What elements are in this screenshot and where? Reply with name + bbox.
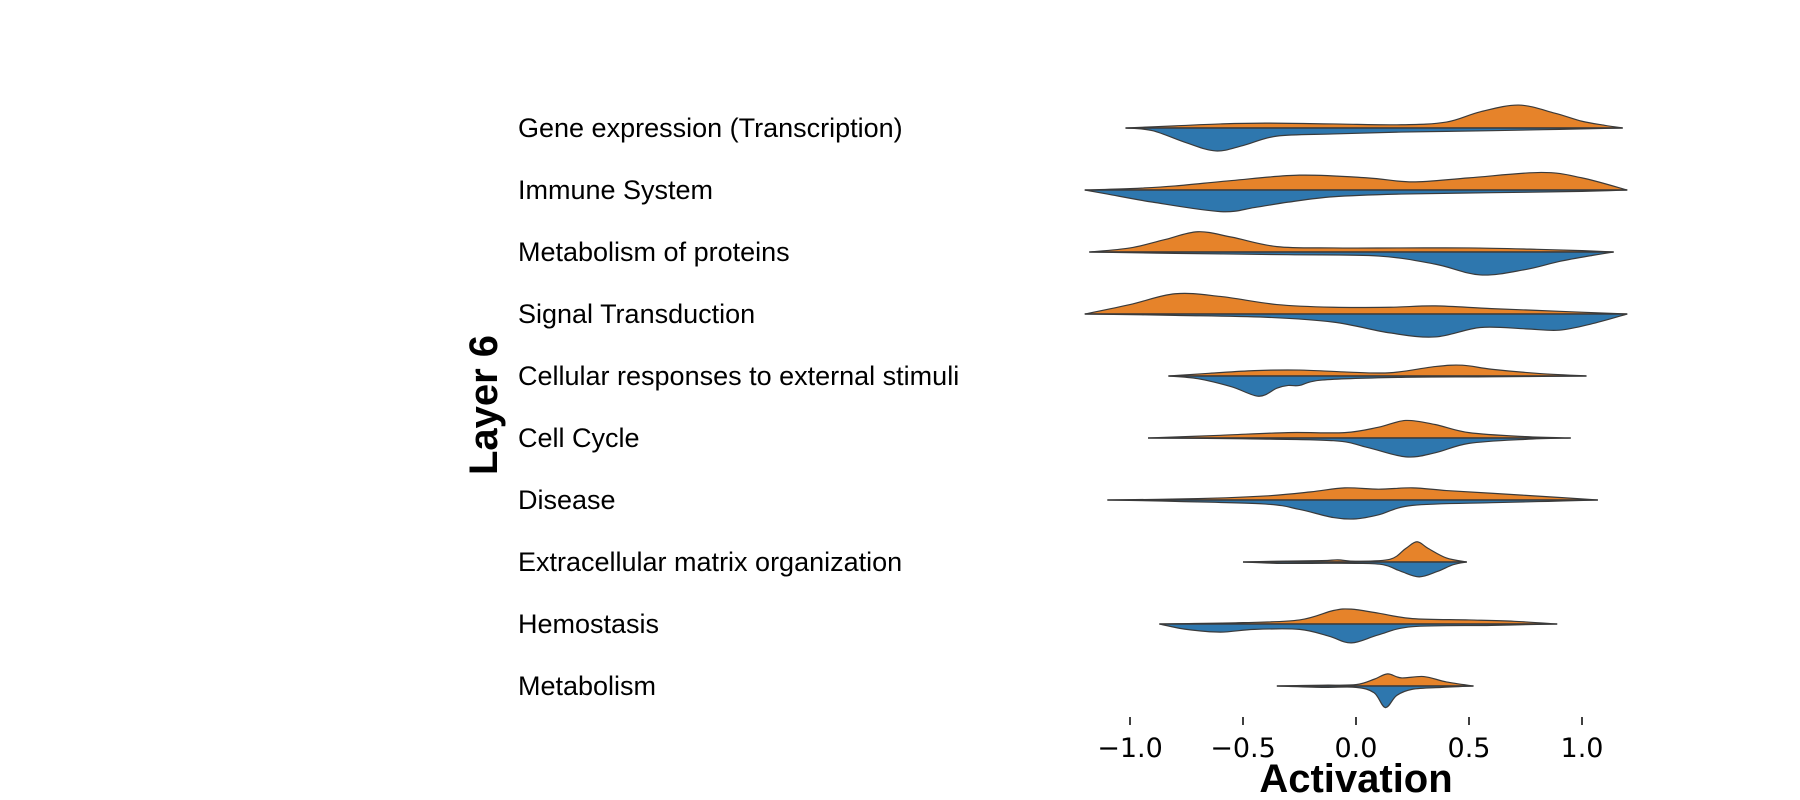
violin-upper-half — [1159, 608, 1558, 625]
category-labels: Gene expression (Transcription) Immune Sy… — [518, 113, 959, 701]
violin-upper-half — [1168, 364, 1587, 377]
y-axis-title: Layer 6 — [462, 335, 506, 475]
violin-lower-half — [1168, 375, 1587, 397]
violin-upper-half — [1276, 673, 1474, 687]
violin-upper-half — [1107, 487, 1598, 501]
violin-gene-expression-transcription — [1125, 104, 1623, 152]
violin-lower-half — [1107, 499, 1598, 520]
violins-layer — [1084, 104, 1628, 709]
violin-lower-half — [1125, 127, 1623, 152]
x-tick-label: 0.0 — [1335, 733, 1378, 764]
violin-lower-half — [1084, 313, 1628, 338]
violin-upper-half — [1084, 292, 1628, 315]
category-label-immune-system: Immune System — [518, 175, 713, 205]
category-label-gene-expression-transcription: Gene expression (Transcription) — [518, 113, 903, 143]
violin-immune-system — [1084, 171, 1628, 213]
violin-lower-half — [1159, 623, 1558, 644]
x-tick-label: −1.0 — [1097, 733, 1163, 764]
category-label-hemostasis: Hemostasis — [518, 609, 659, 639]
category-label-disease: Disease — [518, 485, 616, 515]
violin-metabolism — [1276, 673, 1474, 709]
violin-hemostasis — [1159, 608, 1558, 644]
category-label-cellular-responses-to-external-stimuli: Cellular responses to external stimuli — [518, 361, 959, 391]
violin-upper-half — [1089, 231, 1614, 253]
violin-cellular-responses-to-external-stimuli — [1168, 364, 1587, 397]
violin-upper-half — [1125, 104, 1623, 129]
violin-upper-half — [1148, 419, 1571, 439]
violin-disease — [1107, 487, 1598, 520]
category-label-cell-cycle: Cell Cycle — [518, 423, 640, 453]
violin-signal-transduction — [1084, 292, 1628, 338]
x-tick-label: 0.5 — [1448, 733, 1491, 764]
violin-lower-half — [1089, 251, 1614, 276]
violin-upper-half — [1242, 541, 1467, 563]
category-label-signal-transduction: Signal Transduction — [518, 299, 755, 329]
x-axis-title: Activation — [1259, 757, 1452, 800]
category-label-metabolism: Metabolism — [518, 671, 656, 701]
x-axis: −1.0 −0.5 0.0 0.5 1.0 — [1097, 717, 1604, 764]
category-label-metabolism-of-proteins: Metabolism of proteins — [518, 237, 790, 267]
violin-lower-half — [1242, 561, 1467, 578]
violin-lower-half — [1148, 437, 1571, 458]
violin-extracellular-matrix-organization — [1242, 541, 1467, 578]
violin-metabolism-of-proteins — [1089, 231, 1614, 276]
violin-lower-half — [1276, 685, 1474, 709]
violin-upper-half — [1084, 171, 1628, 191]
x-tick-label: −0.5 — [1210, 733, 1276, 764]
violin-cell-cycle — [1148, 419, 1571, 458]
violin-lower-half — [1084, 189, 1628, 213]
x-tick-label: 1.0 — [1561, 733, 1604, 764]
category-label-extracellular-matrix-organization: Extracellular matrix organization — [518, 547, 902, 577]
